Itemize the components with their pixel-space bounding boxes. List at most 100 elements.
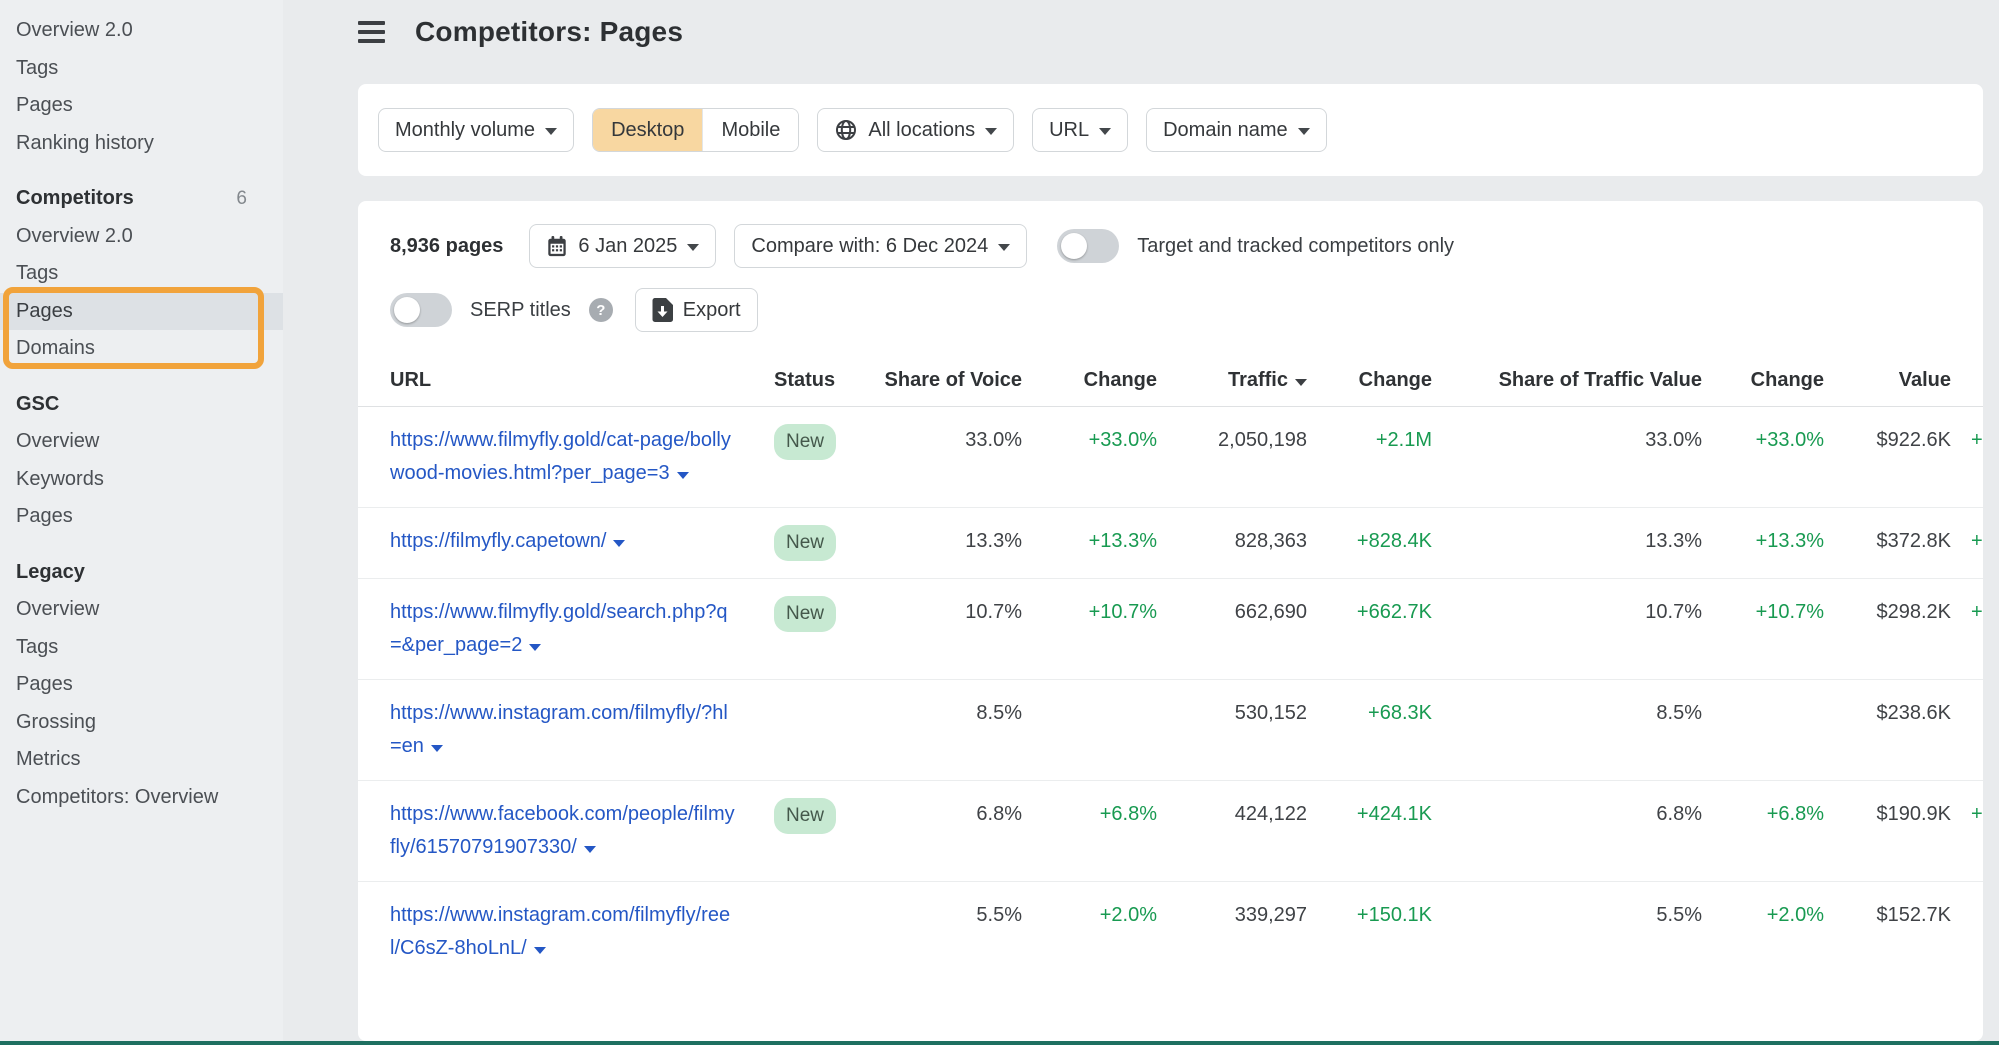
result-url-link[interactable]: https://www.filmyfly.gold/search.php?q=&… [390,579,750,679]
value-change-cell-clipped: + [1971,530,1983,552]
url-text: https://www.filmyfly.gold/cat-page/bolly… [390,429,731,484]
table-row: https://www.filmyfly.gold/search.php?q=&… [358,578,1983,679]
sidebar-item-legacy-tags[interactable]: Tags [0,629,283,667]
chevron-down-icon [985,127,998,135]
col-header-url[interactable]: URL [390,369,432,391]
sidebar-item-legacy-metrics[interactable]: Metrics [0,741,283,779]
traffic-cell: 530,152 [1234,702,1307,724]
col-header-share-of-traffic-value[interactable]: Share of Traffic Value [1498,369,1702,391]
url-dropdown-icon[interactable] [676,472,689,479]
sidebar-item-legacy-competitors-overview[interactable]: Competitors: Overview [0,779,283,817]
filter-bar: Monthly volume Desktop Mobile All locati… [358,84,1983,176]
monthly-volume-dropdown[interactable]: Monthly volume [378,108,575,152]
sidebar-item-legacy-grossing[interactable]: Grossing [0,704,283,742]
domain-name-dropdown[interactable]: Domain name [1146,108,1327,152]
result-url-link[interactable]: https://www.filmyfly.gold/cat-page/bolly… [390,407,750,507]
sidebar-section-label: Competitors [16,187,134,210]
col-header-value[interactable]: Value [1898,369,1951,391]
sidebar-section-label: Legacy [16,560,85,583]
sidebar-section-competitors: Competitors 6 [0,180,283,218]
url-dropdown-icon[interactable] [533,947,546,954]
sidebar-item-competitors-tags[interactable]: Tags [0,255,283,293]
sov-change-cell [1022,680,1157,714]
chevron-down-icon [998,243,1011,251]
chevron-down-icon [545,127,558,135]
result-url-link[interactable]: https://www.facebook.com/people/filmyfly… [390,781,750,881]
col-header-stv-change[interactable]: Change [1750,369,1824,391]
sidebar-item-label: Metrics [16,748,81,771]
sidebar-item-competitors-overview-2-0[interactable]: Overview 2.0 [0,218,283,256]
mobile-tab[interactable]: Mobile [702,109,799,151]
results-toolbar-row-2: SERP titles ? Export [358,287,1983,333]
competitors-only-label: Target and tracked competitors only [1137,234,1455,257]
sidebar-item-legacy-overview[interactable]: Overview [0,591,283,629]
value-change-cell-clipped: + [1971,803,1983,825]
col-header-status[interactable]: Status [774,369,836,391]
desktop-tab[interactable]: Desktop [593,109,703,151]
sidebar-item-competitors-domains[interactable]: Domains [0,330,283,368]
competitors-count-badge: 6 [236,187,247,209]
traffic-cell: 2,050,198 [1218,429,1307,451]
col-header-sov-change[interactable]: Change [1083,369,1157,391]
value-change-cell-clipped: + [1971,429,1983,451]
value-cell: $152.7K [1876,904,1951,926]
date-dropdown[interactable]: 6 Jan 2025 [529,224,717,268]
col-header-spacer [1951,353,1983,406]
traffic-cell: 828,363 [1234,530,1307,552]
url-dropdown-icon[interactable] [430,745,443,752]
sidebar-item-gsc-pages[interactable]: Pages [0,498,283,536]
table-row: https://www.instagram.com/filmyfly/?hl=e… [358,679,1983,780]
sidebar-item-competitors-pages[interactable]: Pages [0,292,283,330]
serp-titles-toggle[interactable] [390,293,452,327]
locations-label: All locations [868,118,976,141]
sidebar-item-ranking-history[interactable]: Ranking history [0,125,283,163]
sidebar-item-label: Overview 2.0 [16,19,133,42]
url-dropdown-icon[interactable] [613,540,626,547]
sidebar-item-legacy-pages[interactable]: Pages [0,666,283,704]
traffic-change-cell: +662.7K [1356,601,1432,623]
new-badge: New [774,798,837,834]
compare-label: Compare with: 6 Dec 2024 [751,234,989,257]
sidebar-item-pages[interactable]: Pages [0,87,283,125]
chevron-down-icon [687,243,700,251]
sidebar-item-label: Overview 2.0 [16,224,133,247]
download-file-icon [652,298,673,322]
sidebar-section-gsc: GSC [0,386,283,424]
menu-icon[interactable] [358,21,385,43]
share-of-traffic-value-cell: 8.5% [1656,702,1702,724]
url-dropdown-icon[interactable] [583,846,596,853]
result-url-link[interactable]: https://www.instagram.com/filmyfly/?hl=e… [390,680,750,780]
stv-change-cell: +6.8% [1766,803,1824,825]
status-cell [750,680,850,714]
competitors-only-toggle[interactable] [1057,229,1120,263]
col-header-traffic[interactable]: Traffic [1157,353,1307,406]
calendar-icon [546,235,568,258]
status-cell: New [750,781,850,851]
status-cell: New [750,579,850,649]
sidebar-item-tags[interactable]: Tags [0,50,283,88]
col-header-share-of-voice[interactable]: Share of Voice [884,369,1022,391]
compare-dropdown[interactable]: Compare with: 6 Dec 2024 [734,224,1028,268]
chevron-down-icon [1099,127,1112,135]
share-of-traffic-value-cell: 13.3% [1645,530,1702,552]
result-url-link[interactable]: https://filmyfly.capetown/ [390,508,750,575]
export-button[interactable]: Export [634,288,758,332]
help-icon[interactable]: ? [588,298,613,322]
new-badge: New [774,596,837,632]
sidebar-item-gsc-keywords[interactable]: Keywords [0,461,283,499]
sidebar-item-label: Grossing [16,710,97,733]
value-change-cell-clipped: + [1971,601,1983,623]
url-mode-dropdown[interactable]: URL [1032,108,1129,152]
sidebar-item-gsc-overview[interactable]: Overview [0,423,283,461]
domain-name-label: Domain name [1163,118,1288,141]
url-dropdown-icon[interactable] [529,644,542,651]
col-header-traffic-change[interactable]: Change [1358,369,1432,391]
sidebar-item-overview-2-0[interactable]: Overview 2.0 [0,12,283,50]
result-url-link[interactable]: https://www.instagram.com/filmyfly/reel/… [390,882,750,982]
share-of-traffic-value-cell: 10.7% [1645,601,1702,623]
share-of-voice-cell: 13.3% [965,530,1022,552]
locations-dropdown[interactable]: All locations [817,108,1015,152]
sidebar-item-label: Pages [16,299,73,322]
results-toolbar-row-1: 8,936 pages [358,223,1983,269]
new-badge: New [774,424,837,460]
